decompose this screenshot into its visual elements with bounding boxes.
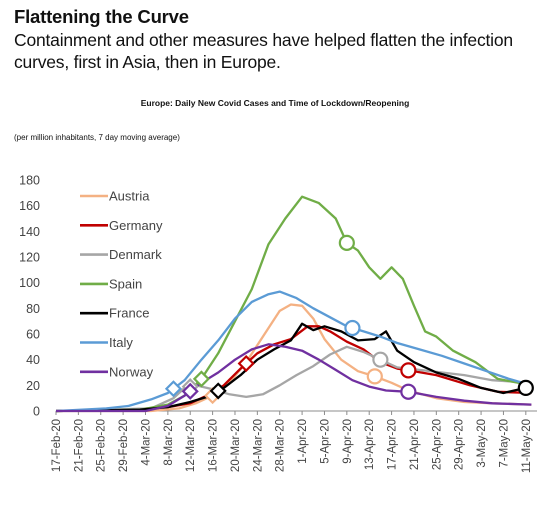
chart-note: (per million inhabitants, 7 day moving a… — [14, 133, 180, 142]
reopening-marker-denmark — [372, 351, 389, 368]
headline: Flattening the Curve — [14, 6, 189, 27]
x-tick-label: 25-Feb-20 — [96, 419, 108, 472]
reopening-marker-austria — [366, 368, 383, 385]
x-tick-label: 21-Feb-20 — [73, 419, 85, 472]
chart-axes: 0 20 40 60 80 100 120 140 160 180 17-Feb-20 21-Feb-… — [19, 174, 537, 473]
y-tick-label: 20 — [26, 379, 40, 393]
x-tick-label: 4-Mar-20 — [140, 419, 152, 466]
y-tick-label: 120 — [19, 251, 40, 265]
legend-label-norway: Norway — [109, 364, 154, 379]
reopening-marker-france — [517, 379, 534, 396]
x-tick-label: 29-Feb-20 — [118, 419, 130, 472]
x-tick-label: 17-Apr-20 — [387, 419, 399, 470]
x-tick-label: 29-Apr-20 — [454, 419, 466, 470]
chart-title: Europe: Daily New Covid Cases and Time o… — [140, 98, 410, 108]
x-tick-label: 21-Apr-20 — [409, 419, 421, 470]
lockdown-marker-italy — [164, 380, 183, 398]
x-tick-label: 3-May-20 — [476, 419, 488, 468]
x-tick-label: 8-Mar-20 — [163, 419, 175, 466]
x-tick-label: 11-May-20 — [521, 419, 533, 473]
series-line-france — [55, 322, 527, 413]
reopening-marker-spain — [338, 234, 355, 251]
x-tick-label: 20-Mar-20 — [230, 419, 242, 472]
legend-label-italy: Italy — [109, 335, 133, 350]
subheadline: Containment and other measures have help… — [14, 30, 513, 72]
y-tick-label: 140 — [19, 225, 40, 239]
lockdown-marker-germany — [237, 354, 255, 373]
y-tick-label: 40 — [26, 353, 40, 367]
y-tick-label: 0 — [33, 405, 40, 419]
legend-label-spain: Spain — [109, 276, 142, 291]
x-tick-label: 28-Mar-20 — [275, 419, 287, 472]
chart-legend: Austria Germany Denmark Spain France Italy Nor… — [80, 189, 163, 379]
legend-label-austria: Austria — [109, 189, 150, 204]
y-tick-label: 160 — [19, 199, 40, 213]
legend-label-france: France — [109, 306, 149, 321]
reopening-marker-norway — [400, 383, 417, 400]
x-tick-label: 24-Mar-20 — [252, 419, 264, 472]
x-tick-label: 17-Feb-20 — [51, 419, 63, 472]
series-line-italy — [55, 290, 532, 413]
x-tick-label: 7-May-20 — [498, 419, 510, 468]
x-tick-label: 13-Apr-20 — [364, 419, 376, 470]
x-tick-label: 16-Mar-20 — [208, 419, 220, 472]
x-tick-label: 1-Apr-20 — [297, 419, 309, 464]
lockdown-marker-france — [209, 382, 227, 400]
legend-label-germany: Germany — [109, 218, 163, 233]
y-tick-label: 60 — [26, 328, 40, 342]
chart-markers — [164, 234, 534, 405]
y-tick-label: 80 — [26, 302, 40, 316]
reopening-marker-germany — [400, 362, 417, 379]
lockdown-marker-spain — [192, 370, 210, 388]
x-tick-label: 5-Apr-20 — [319, 419, 331, 464]
legend-label-denmark: Denmark — [109, 247, 162, 262]
lockdown-marker-norway — [181, 382, 199, 400]
y-tick-label: 180 — [19, 174, 40, 188]
x-tick-label: 9-Apr-20 — [342, 419, 354, 464]
y-tick-label: 100 — [19, 276, 40, 290]
reopening-marker-italy — [344, 319, 361, 337]
x-tick-label: 25-Apr-20 — [431, 419, 443, 470]
x-tick-label: 12-Mar-20 — [185, 419, 197, 472]
